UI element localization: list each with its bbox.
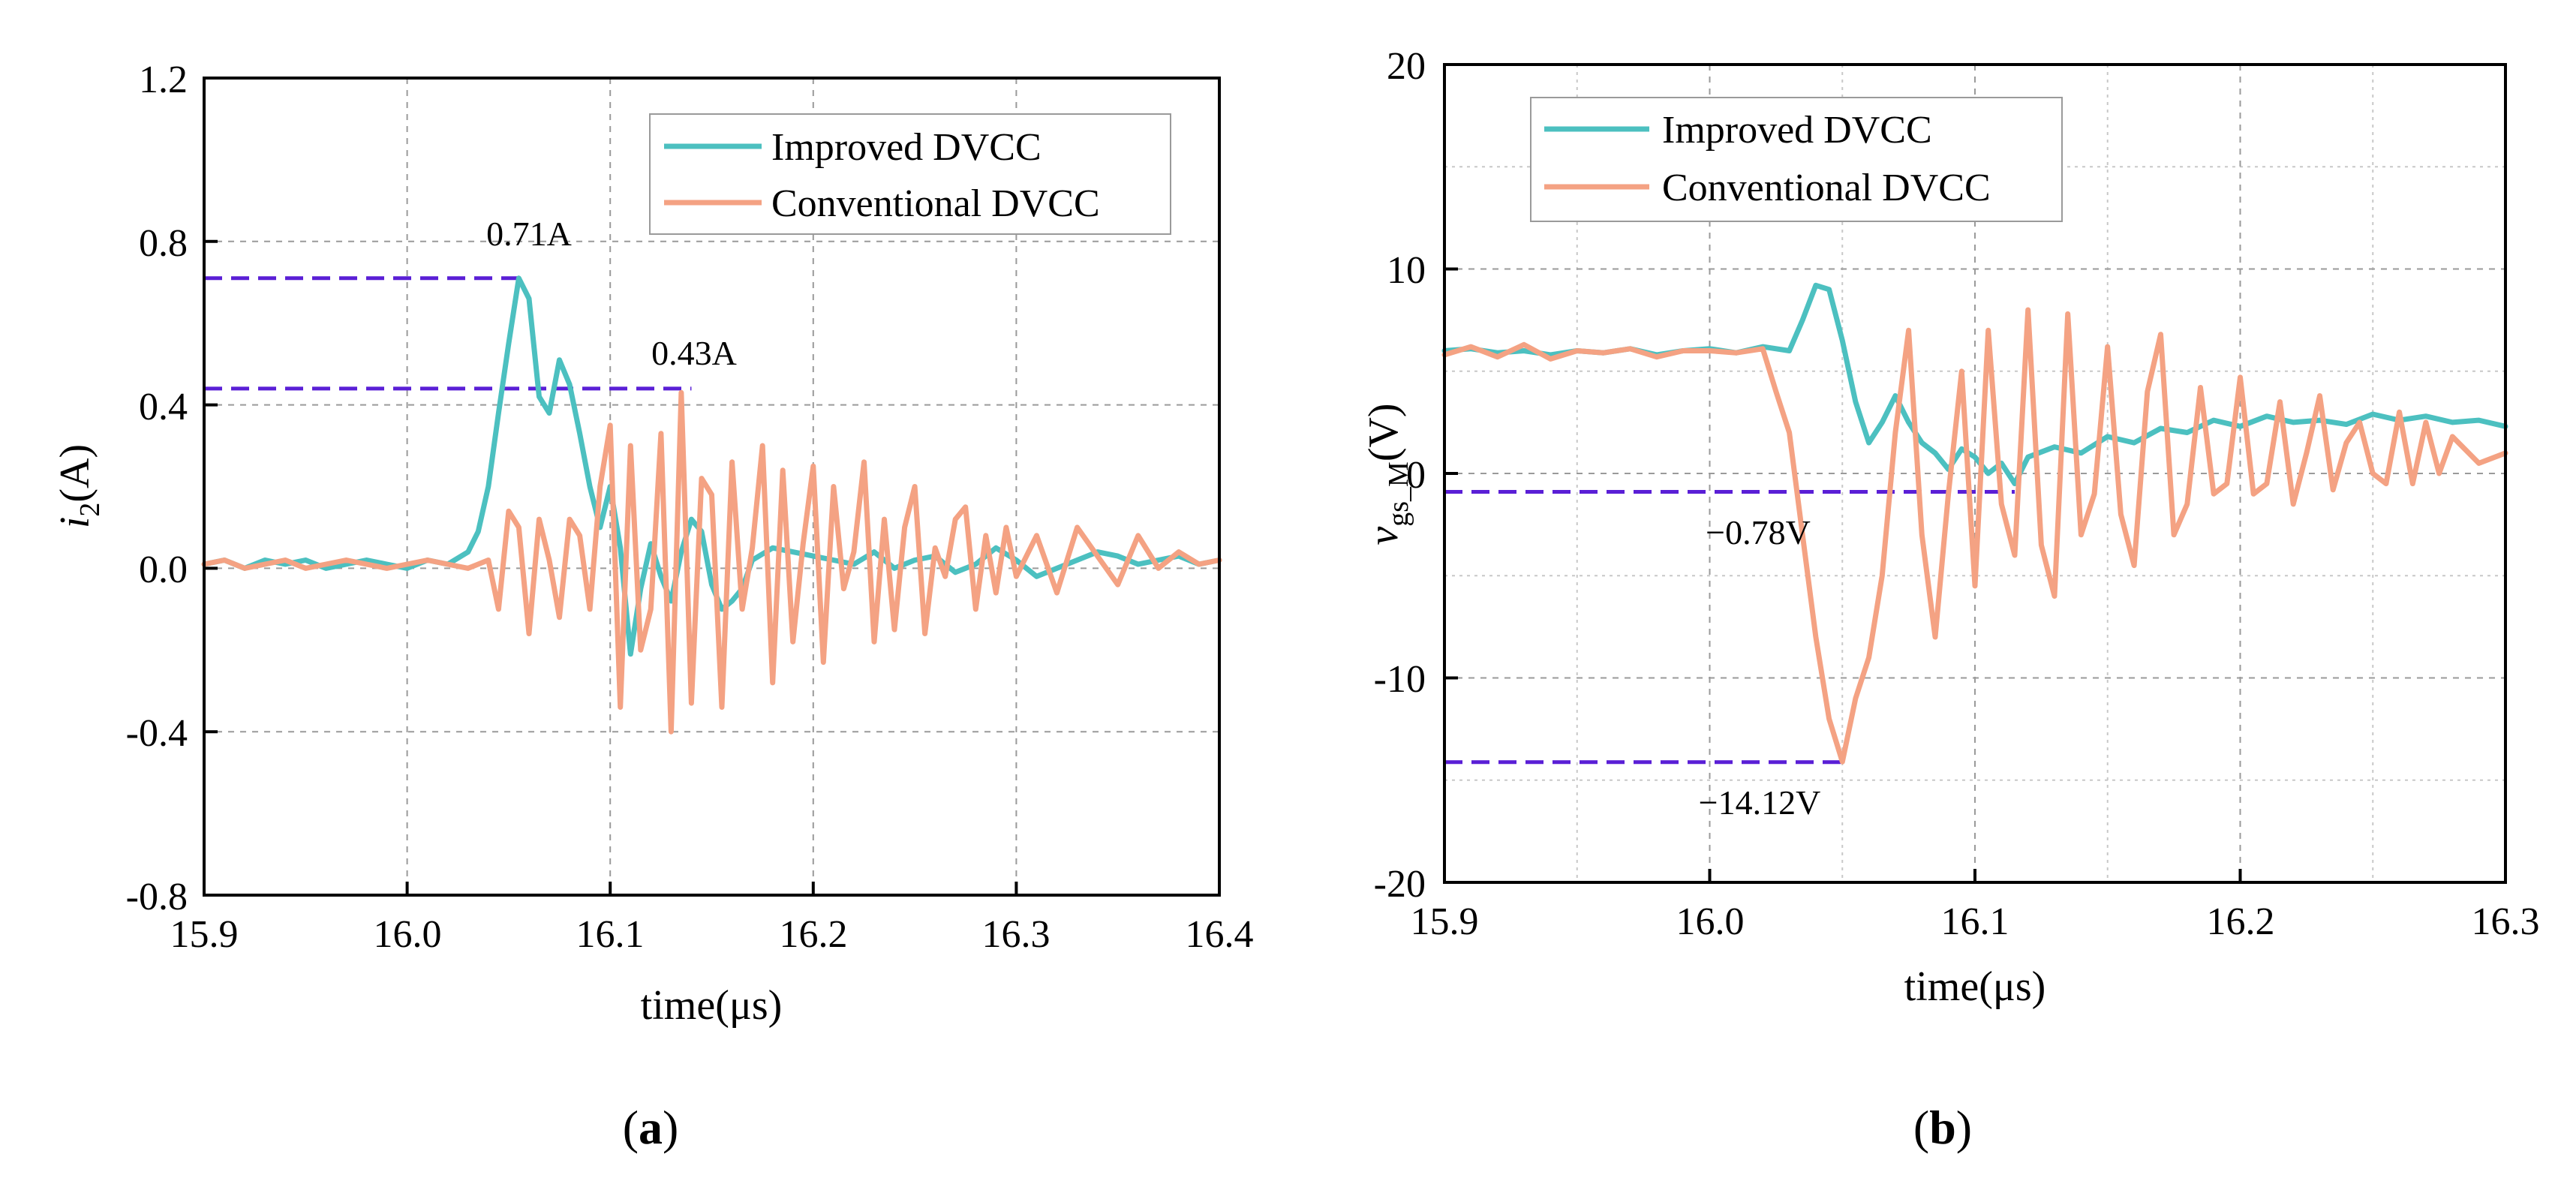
panel-b-ytick-label: 20	[1387, 45, 1426, 88]
panel-a-label-close: )	[663, 1101, 678, 1154]
panel-a-ytick-label: 0.0	[139, 548, 188, 591]
panel-b-ytick-label: 10	[1387, 249, 1426, 292]
panel-a-peak-annotation: 0.43A	[651, 334, 737, 372]
panel-a-ytick-label: 0.8	[139, 222, 188, 265]
panel-b-y-axis-title: vgs_M(V)	[1360, 403, 1414, 545]
panel-a-label: (a)	[623, 1101, 679, 1154]
panel-b-ticks	[1443, 63, 2507, 884]
panel-b-xtick-label: 15.9	[1411, 900, 1479, 943]
panel-b-x-axis-title: time(μs)	[1904, 963, 2046, 1010]
panel-a-ytick-label: -0.8	[126, 876, 188, 918]
panel-b-xtick-label: 16.0	[1676, 900, 1745, 943]
panel-b-legend: Improved DVCC Conventional DVCC	[1530, 97, 2063, 222]
panel-b-label-open: (	[1913, 1101, 1929, 1154]
panel-b-ytick-label: -20	[1374, 863, 1426, 906]
panel-a-xtick-label: 16.3	[982, 913, 1051, 956]
panel-a-xtick-label: 16.0	[374, 913, 442, 956]
panel-a-legend: Improved DVCC Conventional DVCC	[649, 113, 1171, 235]
panel-a-legend-box	[649, 113, 1171, 235]
panel-a-y-axis-title: i2(A)	[52, 444, 106, 528]
panel-a-ytick-label: 0.4	[139, 386, 188, 428]
panel-a-guides	[204, 276, 692, 391]
panel-a-xtick-label: 15.9	[170, 913, 239, 956]
panel-a-peak-annotation: 0.71A	[486, 215, 572, 253]
panel-b-xtick-label: 16.1	[1941, 900, 2009, 943]
panel-b-legend-label-conventional: Conventional DVCC	[1662, 167, 1991, 209]
panel-b-y-axis-symbol: v	[1360, 527, 1407, 545]
panel-b-ytick-label: -10	[1374, 658, 1426, 701]
panel-a-series-conventional	[201, 389, 1222, 735]
panel-a-y-axis-subscript: 2	[74, 503, 106, 517]
panel-a: 1.2 0.8 0.4 0.0 -0.4 -0.8 15.9 16.0 16.1…	[52, 59, 1254, 1154]
panel-a-xtick-label: 16.1	[576, 913, 645, 956]
panel-b-series	[1441, 282, 2508, 765]
panel-a-series	[201, 275, 1222, 735]
panel-a-ytick-label: 1.2	[139, 59, 188, 101]
panel-b-legend-box	[1530, 97, 2063, 222]
panel-a-label-open: (	[623, 1101, 639, 1154]
panel-a-label-letter: a	[639, 1101, 663, 1154]
panel-a-ytick-label: -0.4	[126, 712, 188, 755]
panel-b-label: (b)	[1913, 1101, 1972, 1154]
panel-b-y-axis-subscript: gs_M	[1383, 461, 1414, 527]
panel-a-y-axis-unit: (A)	[52, 444, 98, 503]
panel-b-legend-label-improved: Improved DVCC	[1662, 109, 1932, 152]
panel-a-legend-label-improved: Improved DVCC	[771, 126, 1042, 169]
panel-b-label-letter: b	[1929, 1101, 1956, 1154]
panel-a-legend-label-conventional: Conventional DVCC	[771, 182, 1100, 225]
panel-b-xtick-label: 16.3	[2472, 900, 2540, 943]
panel-a-plot-frame	[203, 77, 1221, 897]
panel-b-series-conventional	[1441, 307, 2508, 765]
panel-b-xtick-label: 16.2	[2207, 900, 2275, 943]
panel-a-x-axis-title: time(μs)	[641, 982, 783, 1029]
panel-a-xtick-label: 16.2	[780, 913, 848, 956]
panel-a-xtick-label: 16.4	[1186, 913, 1254, 956]
panel-a-ticks	[203, 77, 1221, 897]
panel-b-valley-annotation: −0.78V	[1706, 513, 1811, 551]
panel-b-ytick-label: 0	[1406, 454, 1426, 497]
panel-a-y-axis-symbol: i	[52, 517, 98, 529]
panel-b-label-close: )	[1956, 1101, 1972, 1154]
panel-b-valley-annotation: −14.12V	[1699, 783, 1821, 822]
panel-b: 20 10 0 -10 -20 15.9 16.0 16.1 16.2 16.3…	[1360, 45, 2540, 1154]
panel-b-y-axis-unit: (V)	[1360, 403, 1407, 461]
